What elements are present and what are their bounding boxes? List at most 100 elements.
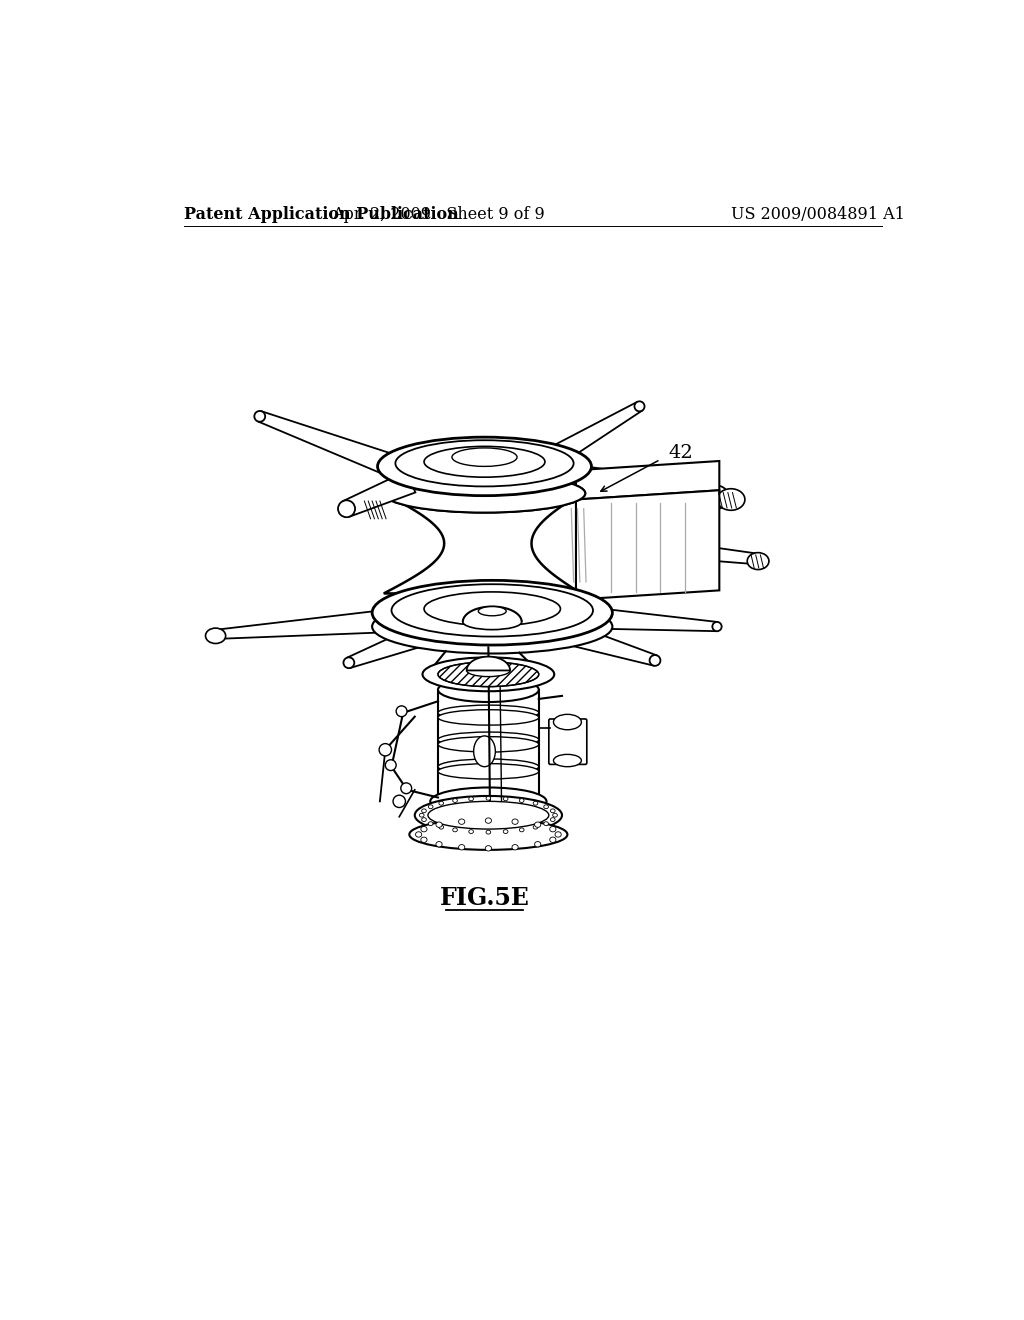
Ellipse shape [474,737,496,767]
Ellipse shape [428,801,549,829]
Ellipse shape [713,622,722,631]
Polygon shape [569,605,718,631]
Ellipse shape [748,553,769,570]
Text: Patent Application Publication: Patent Application Publication [183,206,459,223]
Ellipse shape [535,822,541,828]
Ellipse shape [254,411,265,422]
Text: FIG.5E: FIG.5E [439,886,529,909]
Polygon shape [581,529,757,564]
Ellipse shape [555,832,561,837]
Ellipse shape [551,809,555,813]
Ellipse shape [534,825,538,829]
Ellipse shape [438,663,539,686]
Text: Apr. 2, 2009   Sheet 9 of 9: Apr. 2, 2009 Sheet 9 of 9 [332,206,545,223]
Ellipse shape [420,813,424,817]
Ellipse shape [343,657,354,668]
Ellipse shape [534,801,538,805]
Ellipse shape [706,486,729,508]
Ellipse shape [436,822,442,828]
FancyBboxPatch shape [438,689,539,801]
Ellipse shape [438,737,539,752]
Ellipse shape [535,842,541,847]
Ellipse shape [544,822,549,825]
Ellipse shape [395,441,573,487]
Ellipse shape [504,797,508,801]
Ellipse shape [439,825,443,829]
Ellipse shape [384,474,586,512]
Ellipse shape [393,795,406,808]
Ellipse shape [469,830,473,833]
Ellipse shape [421,837,427,842]
Ellipse shape [438,710,539,725]
Polygon shape [347,622,434,668]
Polygon shape [217,607,416,639]
Ellipse shape [717,488,744,511]
Polygon shape [343,471,416,516]
Ellipse shape [551,817,555,821]
Ellipse shape [422,817,426,821]
Ellipse shape [459,845,465,850]
Text: US 2009/0084891 A1: US 2009/0084891 A1 [731,206,904,223]
Ellipse shape [416,832,422,837]
Polygon shape [384,494,581,594]
Ellipse shape [438,759,539,775]
Ellipse shape [338,500,355,517]
Ellipse shape [478,607,506,616]
Ellipse shape [438,733,539,747]
Ellipse shape [554,714,582,730]
Ellipse shape [385,760,396,771]
Ellipse shape [512,845,518,850]
Polygon shape [556,463,719,508]
Ellipse shape [469,797,473,801]
Ellipse shape [519,799,524,803]
Ellipse shape [430,788,547,816]
Ellipse shape [453,799,458,803]
Ellipse shape [212,630,222,639]
Polygon shape [463,607,521,622]
Ellipse shape [438,677,539,702]
Ellipse shape [463,614,521,630]
Ellipse shape [512,818,518,825]
Polygon shape [467,656,510,671]
Ellipse shape [486,830,490,834]
Ellipse shape [453,828,458,832]
Ellipse shape [504,830,508,833]
Ellipse shape [410,818,567,850]
Ellipse shape [384,474,586,512]
Text: 42: 42 [669,445,693,462]
Ellipse shape [378,437,592,496]
Ellipse shape [554,755,582,767]
Polygon shape [551,619,656,665]
Ellipse shape [544,805,549,809]
Polygon shape [575,490,719,599]
Ellipse shape [438,763,539,779]
Ellipse shape [519,828,524,832]
Ellipse shape [452,447,517,466]
FancyBboxPatch shape [549,719,587,764]
Ellipse shape [372,599,612,653]
Ellipse shape [379,743,391,756]
Polygon shape [525,403,642,480]
Ellipse shape [400,783,412,793]
Ellipse shape [396,706,407,717]
Ellipse shape [422,809,426,813]
Ellipse shape [421,826,427,832]
Ellipse shape [439,801,443,805]
Ellipse shape [459,818,465,825]
Ellipse shape [436,842,442,847]
Ellipse shape [391,585,593,636]
Ellipse shape [550,826,556,832]
Ellipse shape [467,664,510,677]
Ellipse shape [206,628,225,644]
Ellipse shape [428,822,433,825]
Ellipse shape [553,813,557,817]
Ellipse shape [428,805,433,809]
Ellipse shape [485,818,492,824]
Polygon shape [258,412,419,486]
Ellipse shape [635,401,644,412]
Ellipse shape [424,591,560,626]
Ellipse shape [649,655,660,665]
Ellipse shape [485,846,492,851]
Ellipse shape [423,657,554,692]
Ellipse shape [486,796,490,800]
